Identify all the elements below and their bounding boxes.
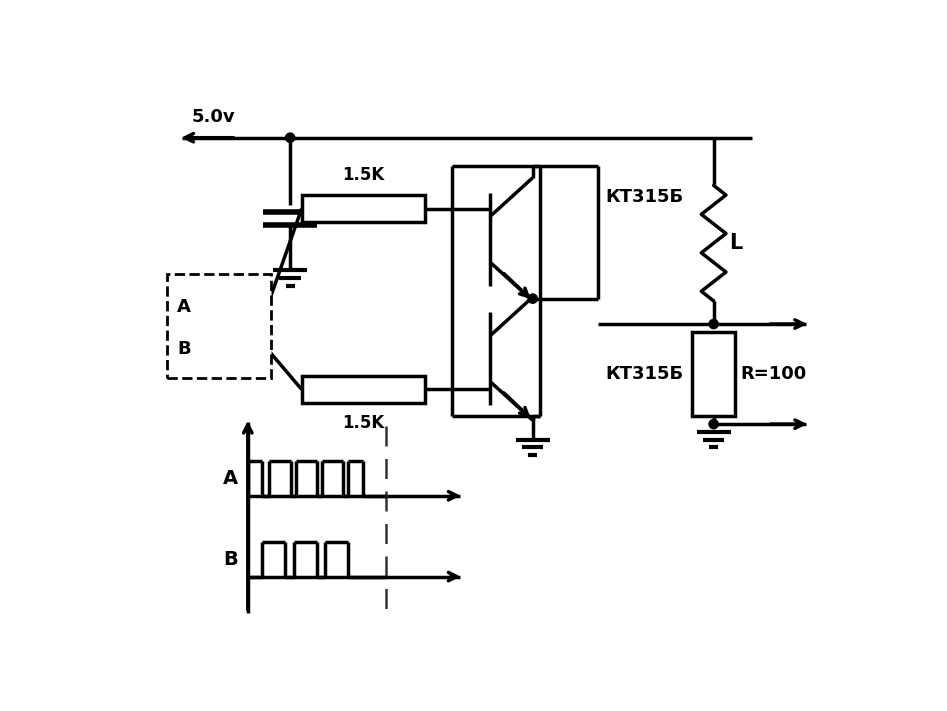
Text: B: B [223,550,239,569]
Circle shape [709,319,718,328]
Circle shape [286,133,295,142]
Text: КТ315Б: КТ315Б [606,365,684,383]
Text: 1.5K: 1.5K [342,166,384,184]
Text: 1uF: 1uF [298,207,332,225]
Text: A: A [223,469,239,488]
Bar [167,274,271,378]
Bar [692,332,735,417]
Circle shape [528,294,537,303]
Text: 1.5K: 1.5K [342,414,384,432]
Text: R=100: R=100 [741,365,807,383]
Bar [302,195,425,223]
Circle shape [709,419,718,429]
Bar [302,375,425,403]
Text: L: L [729,233,742,253]
Text: 5.0v: 5.0v [191,108,235,126]
Text: B: B [177,340,190,358]
Text: A: A [177,298,190,316]
Text: КТ315Б: КТ315Б [606,188,684,206]
